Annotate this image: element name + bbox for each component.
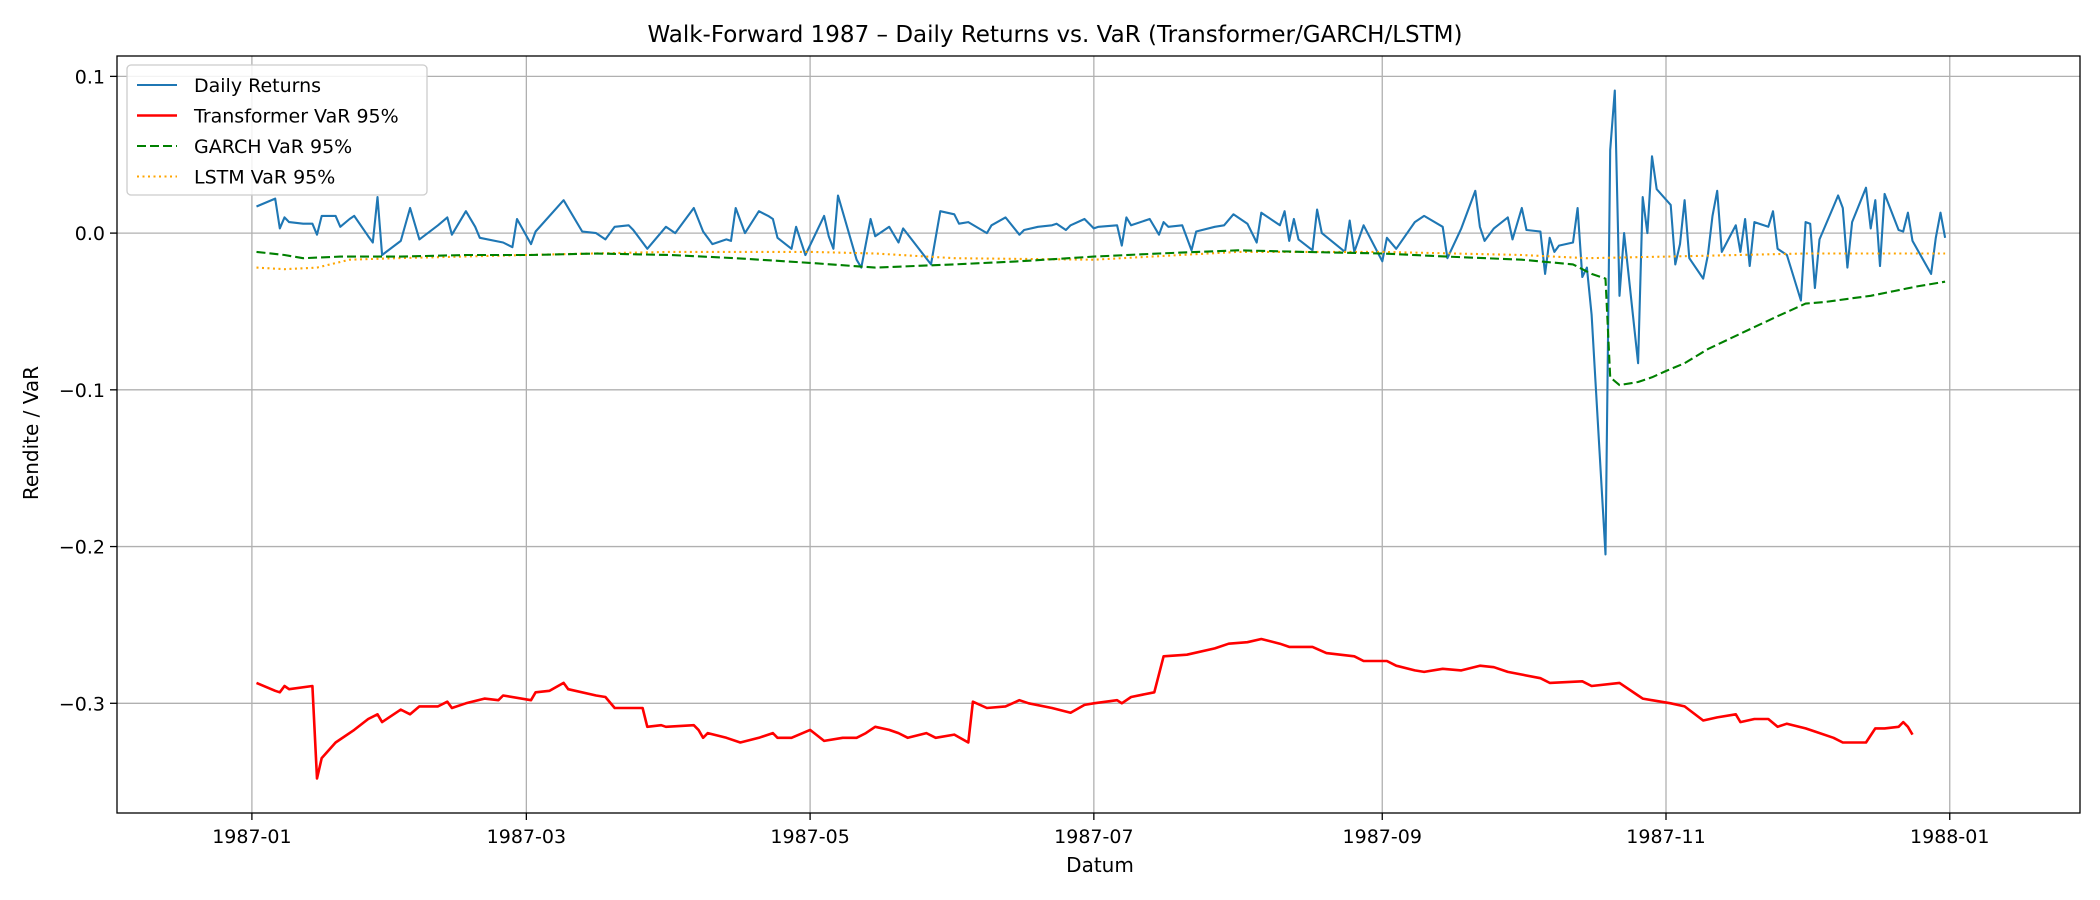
y-tick-label: 0.0 [75, 223, 105, 245]
plot-area: 1987-01 1987-03 1987-05 1987-07 1987-09 1987-… [59, 55, 2081, 848]
x-axis-label: Datum [1066, 853, 1134, 877]
x-tick-label: 1987-09 [1343, 826, 1422, 848]
y-tick-label: −0.2 [59, 537, 105, 559]
x-axis-ticks: 1987-01 1987-03 1987-05 1987-07 1987-09 1987-… [212, 813, 1989, 848]
series-line-transformer-var-95 [255, 637, 1914, 780]
x-tick-label: 1987-05 [770, 826, 849, 848]
y-tick-label: −0.3 [59, 693, 105, 715]
legend-box [126, 64, 428, 196]
x-tick-label: 1987-07 [1054, 826, 1133, 848]
y-tick-label: 0.1 [75, 66, 105, 88]
x-tick-label: 1987-01 [212, 826, 291, 848]
legend-entry-label: GARCH VaR 95% [194, 136, 352, 158]
plot-background [117, 56, 2080, 813]
chart-title: Walk-Forward 1987 – Daily Returns vs. Va… [647, 22, 1462, 48]
series-layer [255, 89, 1947, 780]
plot-frame [116, 55, 2081, 814]
x-tick-label: 1988-01 [1910, 826, 1989, 848]
series-line-lstm-var-95 [256, 250, 1946, 271]
y-tick-label: −0.1 [59, 380, 105, 402]
legend-entry-label: Daily Returns [194, 75, 321, 97]
legend-entry-label: LSTM VaR 95% [194, 167, 335, 189]
series-line-garch-var-95 [256, 249, 1946, 387]
x-tick-label: 1987-03 [487, 826, 566, 848]
legend: Daily Returns Transformer VaR 95% GARCH Va… [126, 64, 428, 196]
y-axis-ticks: 0.1 0.0 −0.1 −0.2 −0.3 [59, 66, 117, 715]
y-axis-label: Rendite / VaR [19, 366, 43, 500]
series-line-daily-returns [256, 89, 1947, 556]
x-tick-label: 1987-11 [1626, 826, 1705, 848]
legend-entry-label: Transformer VaR 95% [193, 106, 399, 128]
